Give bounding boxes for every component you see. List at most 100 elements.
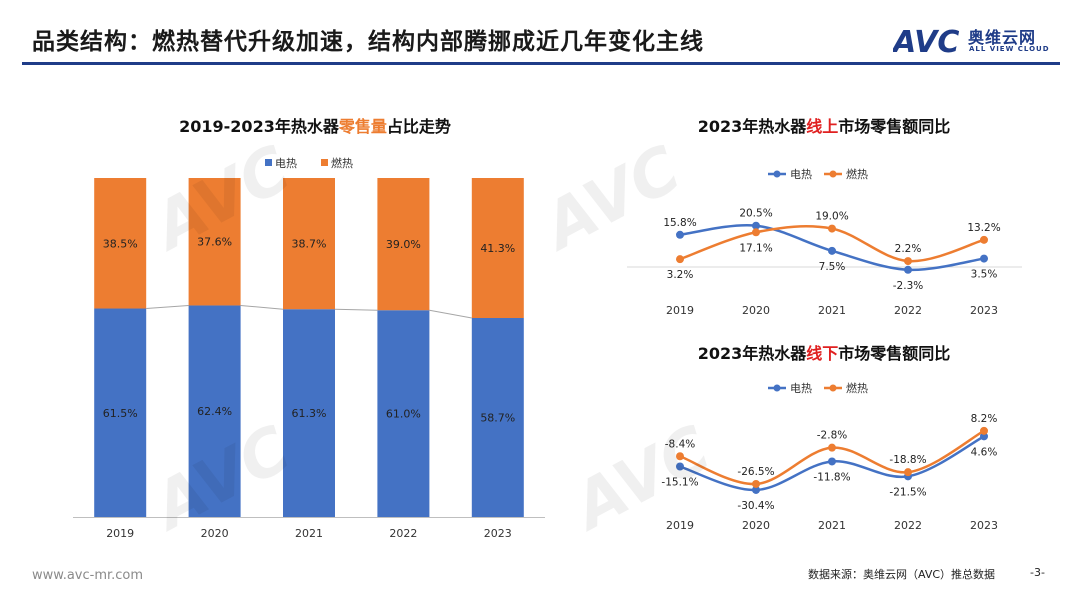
- avc-logo: AVC: [893, 25, 959, 60]
- data-point: [752, 485, 760, 494]
- x-tick-label: 2019: [106, 527, 134, 540]
- bar-segment: [188, 305, 241, 517]
- data-label: 61.3%: [292, 407, 327, 420]
- data-label: -8.4%: [665, 438, 695, 450]
- logo-mark: AVC: [893, 25, 959, 60]
- x-tick-label: 2022: [894, 304, 922, 317]
- data-point: [980, 235, 988, 244]
- data-point: [828, 457, 836, 466]
- bar-segment: [471, 178, 524, 319]
- data-label: 8.2%: [971, 413, 998, 425]
- x-tick-label: 2019: [666, 519, 694, 532]
- bar-segment: [471, 318, 524, 517]
- data-label: -21.5%: [889, 486, 926, 498]
- data-label: 4.6%: [971, 446, 998, 458]
- data-label: 17.1%: [739, 242, 772, 254]
- data-point: [752, 228, 760, 237]
- legend-label: 燃热: [846, 167, 868, 181]
- bar-segment: [283, 178, 335, 310]
- data-point: [828, 224, 836, 233]
- x-tick-label: 2021: [295, 527, 323, 540]
- legend-marker: [773, 384, 781, 392]
- legend-label: 燃热: [331, 156, 353, 170]
- data-label: 62.4%: [197, 405, 232, 418]
- x-tick-label: 2020: [742, 304, 770, 317]
- x-tick-label: 2023: [484, 527, 512, 540]
- x-tick-label: 2019: [666, 304, 694, 317]
- bar-segment: [377, 310, 430, 517]
- page-number: -3-: [1030, 566, 1045, 579]
- legend-marker: [773, 170, 781, 178]
- data-label: 15.8%: [663, 217, 696, 229]
- data-label: 38.7%: [292, 238, 327, 251]
- chart-title: 2019-2023年热水器零售量占比走势: [179, 117, 451, 136]
- chart-title: 2023年热水器线下市场零售额同比: [698, 344, 951, 363]
- data-label: 41.3%: [480, 242, 515, 255]
- bar-segment: [94, 308, 147, 517]
- data-point: [980, 426, 988, 435]
- data-point: [752, 221, 760, 230]
- series-connector: [240, 304, 284, 310]
- legend-label: 电热: [790, 168, 812, 181]
- x-tick-label: 2022: [389, 527, 417, 540]
- logo-subtext: ALL VIEW CLOUD: [969, 45, 1050, 53]
- data-label: 61.5%: [103, 407, 138, 420]
- x-tick-label: 2023: [970, 519, 998, 532]
- data-point: [904, 257, 912, 266]
- data-point: [904, 265, 912, 274]
- logo-text: 奥维云网: [968, 28, 1037, 47]
- bar-segment: [94, 178, 147, 309]
- data-label: 13.2%: [967, 222, 1000, 234]
- legend-label: 电热: [790, 382, 812, 395]
- series-connector: [334, 308, 378, 311]
- data-point: [980, 432, 988, 441]
- chart-legend: 电热 燃热: [768, 167, 868, 181]
- x-tick-label: 2021: [818, 519, 846, 532]
- chart-legend: 电热 燃热: [265, 156, 353, 170]
- data-point: [676, 452, 684, 461]
- legend-marker: [829, 384, 837, 392]
- data-point: [980, 254, 988, 263]
- data-label: -15.1%: [661, 477, 698, 489]
- data-label: 37.6%: [197, 236, 232, 249]
- data-label: 3.2%: [667, 269, 694, 281]
- data-label: 2.2%: [895, 243, 922, 255]
- data-label: -2.8%: [817, 430, 847, 442]
- data-point: [676, 462, 684, 471]
- data-label: 7.5%: [819, 261, 846, 273]
- x-tick-label: 2021: [818, 304, 846, 317]
- data-label: 19.0%: [815, 211, 848, 223]
- data-point: [752, 479, 760, 488]
- data-point: [828, 443, 836, 452]
- data-label: 20.5%: [739, 208, 772, 220]
- data-label: 3.5%: [971, 269, 998, 281]
- x-tick-label: 2022: [894, 519, 922, 532]
- legend-swatch: [265, 159, 272, 166]
- chart-title: 2023年热水器线上市场零售额同比: [698, 117, 951, 136]
- bar-segment: [188, 178, 241, 306]
- data-label: 39.0%: [386, 238, 421, 251]
- data-label: -11.8%: [813, 471, 850, 483]
- series-connector: [429, 309, 472, 319]
- legend-swatch: [321, 159, 328, 166]
- data-label: -26.5%: [737, 466, 774, 478]
- legend-label: 燃热: [846, 381, 868, 395]
- data-point: [904, 468, 912, 477]
- data-label: -2.3%: [893, 280, 923, 292]
- data-point: [676, 230, 684, 239]
- legend-marker: [829, 170, 837, 178]
- website-url: www.avc-mr.com: [32, 568, 144, 583]
- data-point: [676, 255, 684, 264]
- data-label: 58.7%: [480, 412, 515, 425]
- x-tick-label: 2020: [742, 519, 770, 532]
- data-label: 38.5%: [103, 237, 138, 250]
- bar-segment: [283, 309, 335, 517]
- x-tick-label: 2020: [201, 527, 229, 540]
- data-point: [828, 246, 836, 255]
- series-connector: [146, 304, 189, 310]
- bar-segment: [377, 178, 430, 311]
- title-divider: [22, 62, 1060, 65]
- data-source: 数据来源：奥维云网（AVC）推总数据: [808, 568, 996, 581]
